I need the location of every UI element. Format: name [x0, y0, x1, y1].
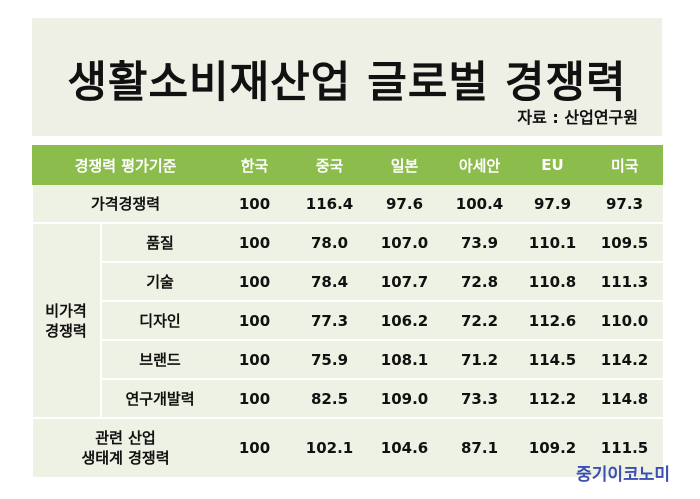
source-note: 자료 : 산업연구원: [517, 108, 638, 127]
table-cell: 108.1: [368, 340, 441, 380]
table-cell: 72.8: [440, 262, 519, 302]
table-cell: 111.5: [586, 418, 663, 477]
table-row: 연구개발력 100 82.5 109.0 73.3 112.2 114.8: [33, 379, 663, 419]
title-banner: 생활소비재산업 글로벌 경쟁력 자료 : 산업연구원: [32, 18, 662, 136]
table-cell: 107.7: [368, 262, 441, 302]
table-cell: 77.3: [290, 301, 369, 341]
column-header: 한국: [218, 145, 291, 185]
table-cell: 109.0: [368, 379, 441, 419]
table-cell: 100: [218, 262, 291, 302]
table-cell: 104.6: [368, 418, 441, 477]
table-cell: 75.9: [290, 340, 369, 380]
table-cell: 112.2: [518, 379, 587, 419]
column-header: 중국: [290, 145, 369, 185]
column-header: 미국: [586, 145, 663, 185]
table-cell: 100: [218, 301, 291, 341]
table-cell: 100.4: [440, 185, 519, 224]
table-cell: 112.6: [518, 301, 587, 341]
row-label: 품질: [100, 223, 219, 263]
table-header-row: 경쟁력 평가기준 한국 중국 일본 아세안 EU 미국: [31, 145, 663, 185]
table-row: 관련 산업 생태계 경쟁력 100 102.1 104.6 87.1 109.2…: [32, 418, 663, 477]
column-header: 일본: [368, 145, 441, 185]
table-cell: 107.0: [368, 223, 441, 263]
column-header: 아세안: [440, 145, 519, 185]
table-cell: 73.3: [440, 379, 519, 419]
table-row: 기술 100 78.4 107.7 72.8 110.8 111.3: [33, 262, 663, 302]
table-cell: 110.8: [518, 262, 587, 302]
column-header: EU: [518, 145, 587, 185]
table-cell: 97.6: [368, 185, 441, 224]
table-cell: 110.0: [586, 301, 663, 341]
table-cell: 71.2: [440, 340, 519, 380]
row-label: 디자인: [100, 301, 219, 341]
table-cell: 73.9: [440, 223, 519, 263]
row-label: 브랜드: [100, 340, 219, 380]
table-cell: 100: [218, 379, 291, 419]
group-label: 비가격 경쟁력: [32, 223, 102, 419]
table-cell: 78.0: [290, 223, 369, 263]
column-header: 경쟁력 평가기준: [31, 145, 219, 185]
table-cell: 82.5: [290, 379, 369, 419]
table-row: 디자인 100 77.3 106.2 72.2 112.6 110.0: [33, 301, 663, 341]
table-cell: 114.5: [518, 340, 587, 380]
row-label: 연구개발력: [100, 379, 219, 419]
table-cell: 72.2: [440, 301, 519, 341]
row-label: 관련 산업 생태계 경쟁력: [32, 418, 219, 477]
table-cell: 87.1: [440, 418, 519, 477]
table-cell: 106.2: [368, 301, 441, 341]
row-label: 기술: [100, 262, 219, 302]
table-cell: 110.1: [518, 223, 587, 263]
table-cell: 78.4: [290, 262, 369, 302]
table-cell: 111.3: [586, 262, 663, 302]
table-cell: 109.5: [586, 223, 663, 263]
table-cell: 109.2: [518, 418, 587, 477]
table-cell: 97.3: [586, 185, 663, 224]
publisher-logo: 중기이코노미: [576, 465, 670, 485]
table-cell: 102.1: [290, 418, 369, 477]
table-cell: 116.4: [290, 185, 369, 224]
table-cell: 114.2: [586, 340, 663, 380]
table-cell: 100: [218, 418, 291, 477]
row-label: 가격경쟁력: [32, 185, 219, 224]
table-row: 비가격 경쟁력 품질 100 78.0 107.0 73.9 110.1 109…: [32, 223, 663, 419]
table-row: 브랜드 100 75.9 108.1 71.2 114.5 114.2: [33, 340, 663, 380]
table-cell: 100: [218, 223, 291, 263]
table-row: 가격경쟁력 100 116.4 97.6 100.4 97.9 97.3: [32, 185, 663, 224]
table-cell: 114.8: [586, 379, 663, 419]
table-cell: 100: [218, 185, 291, 224]
page-title: 생활소비재산업 글로벌 경쟁력: [67, 58, 627, 108]
competitiveness-table: 경쟁력 평가기준 한국 중국 일본 아세안 EU 미국 가격경쟁력 100 11…: [31, 145, 663, 477]
table-cell: 100: [218, 340, 291, 380]
table-cell: 97.9: [518, 185, 587, 224]
